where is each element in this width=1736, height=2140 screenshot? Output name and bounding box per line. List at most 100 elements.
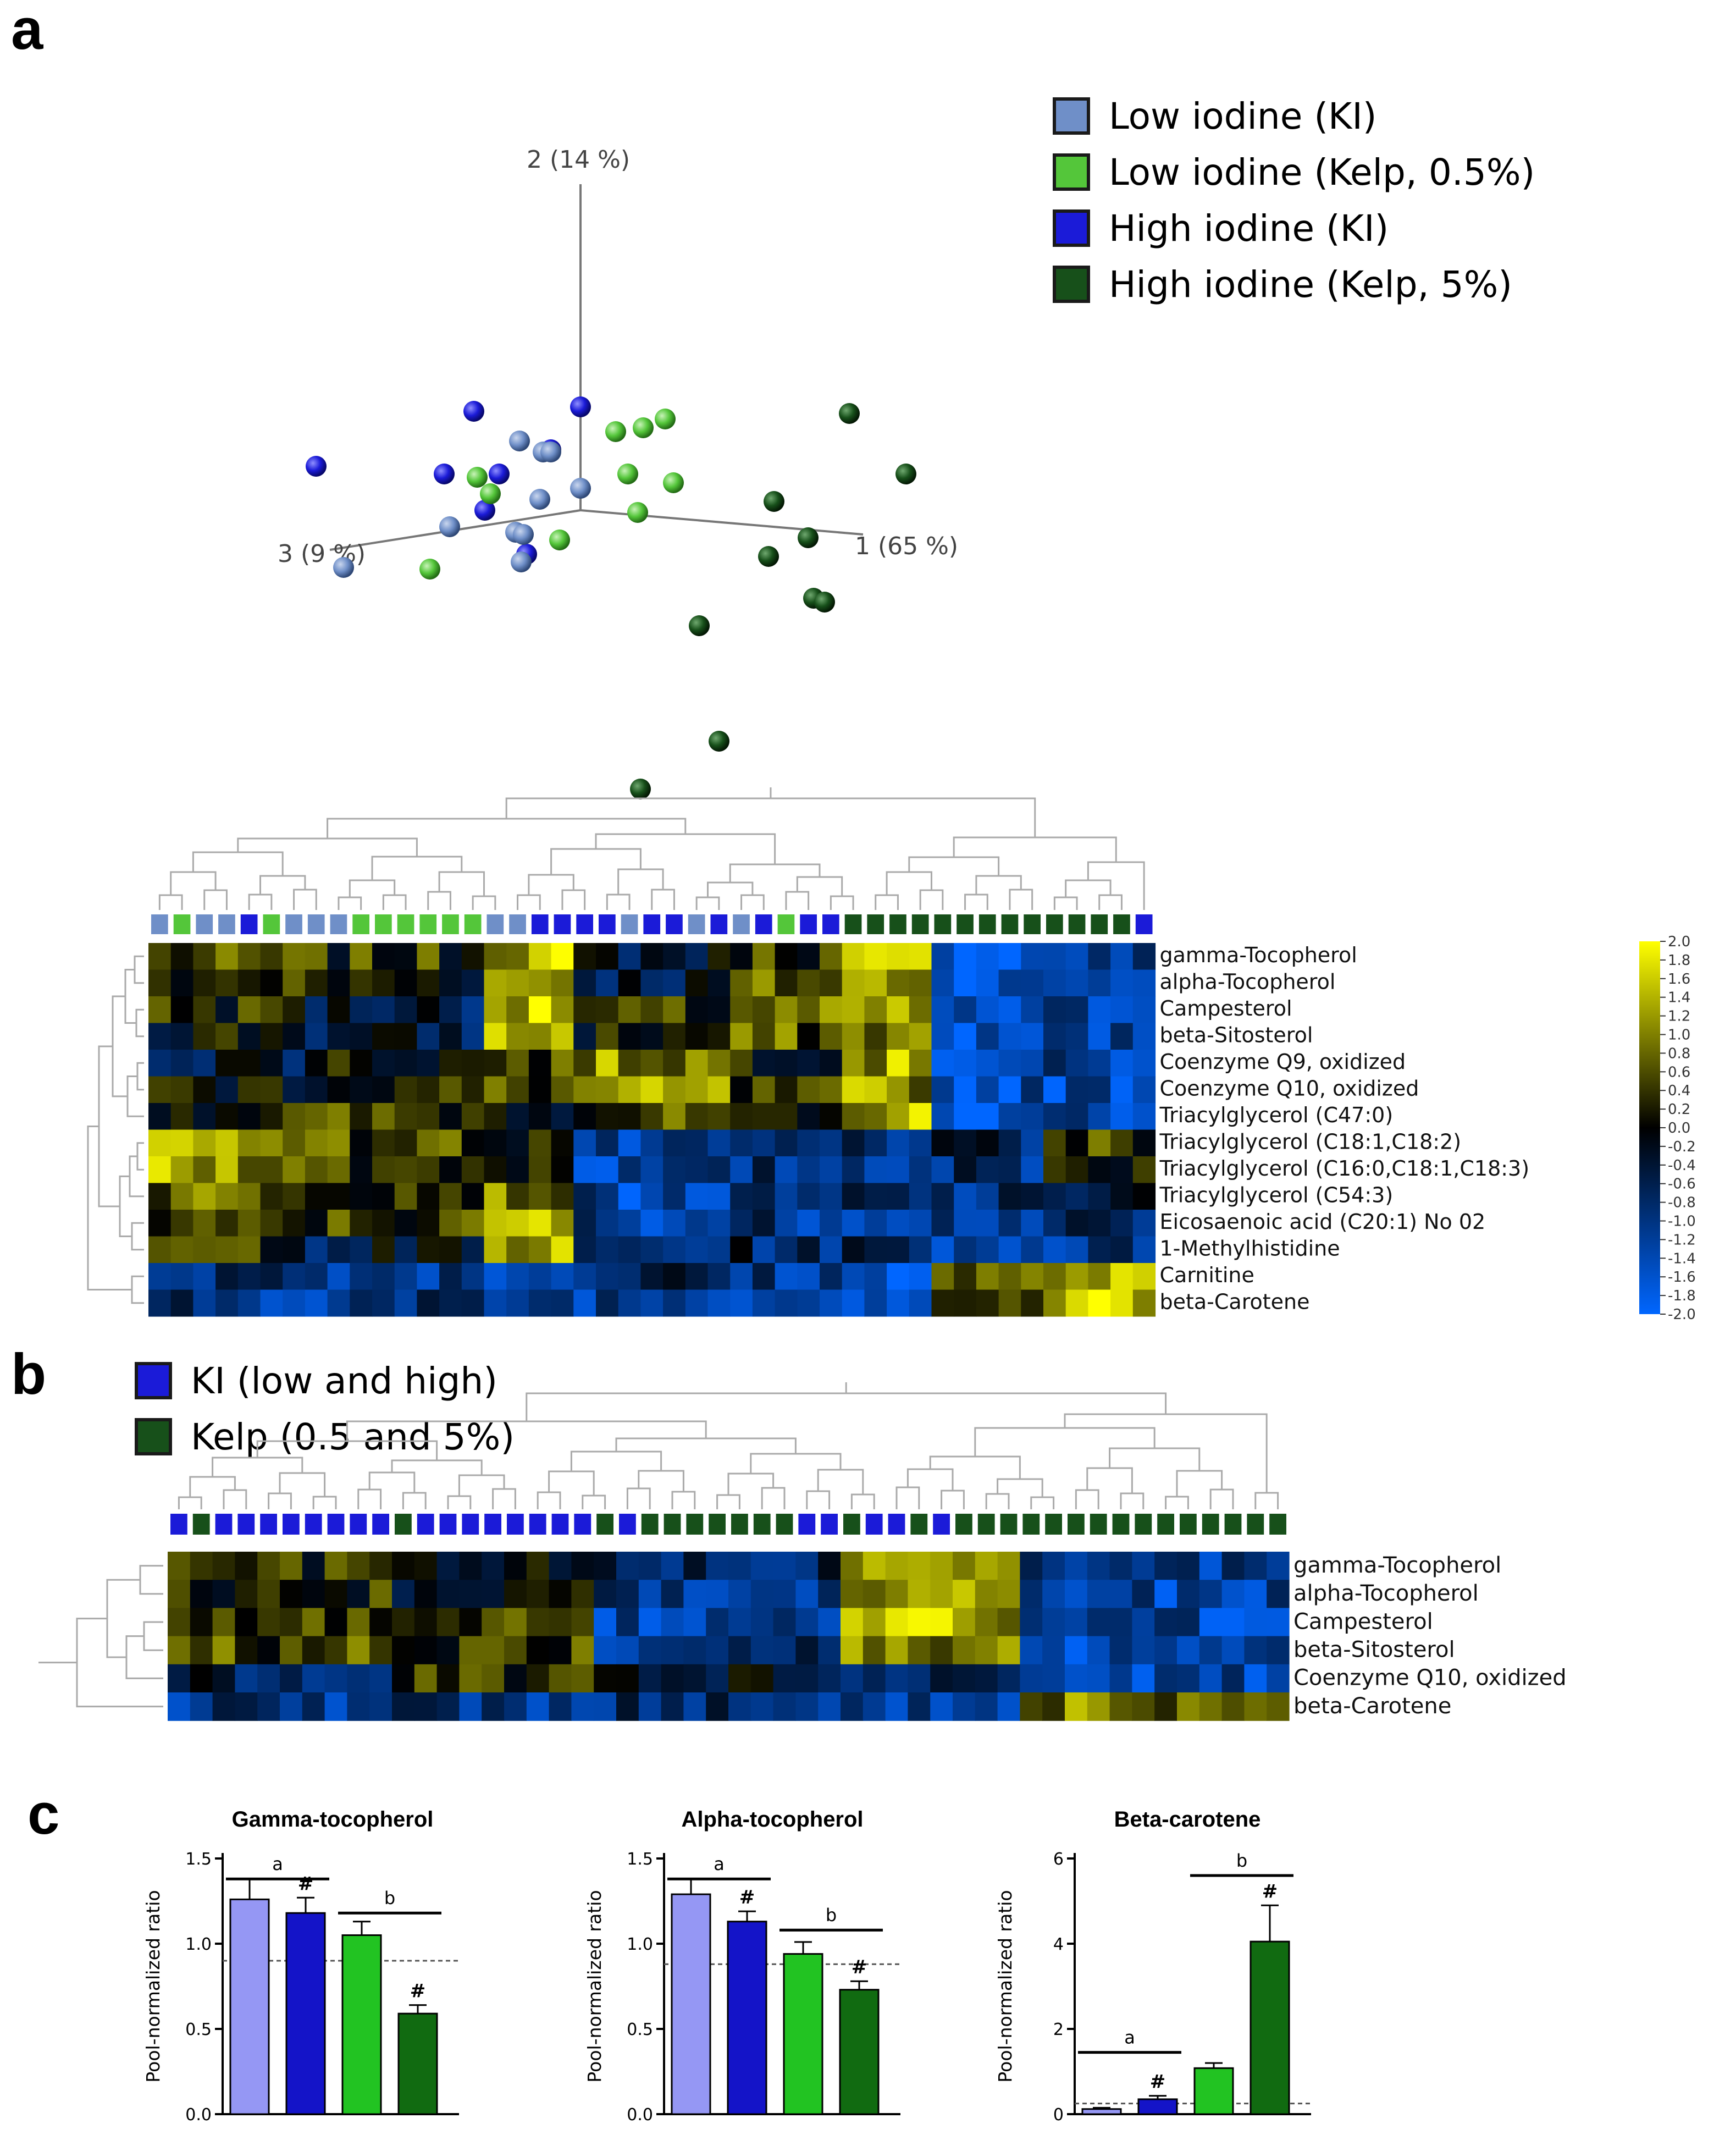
heatmap-cell <box>414 1580 438 1608</box>
heatmap-cell <box>797 969 820 997</box>
heatmap-cell <box>954 996 977 1024</box>
heatmap-cell <box>327 1263 350 1290</box>
dendrogram-branch <box>561 889 586 910</box>
heatmap-cell <box>439 1076 462 1104</box>
heatmap-cell <box>1110 996 1134 1024</box>
heatmap-b-group-strip <box>169 1513 1287 1536</box>
pca-point <box>439 516 460 537</box>
heatmap-cell <box>841 1664 864 1693</box>
heatmap-cell <box>930 1664 953 1693</box>
heatmap-cell <box>730 1076 753 1104</box>
heatmap-cell <box>526 1664 550 1693</box>
heatmap-cell <box>1021 1023 1044 1050</box>
heatmap-cell <box>283 1129 306 1157</box>
heatmap-cell <box>863 1552 886 1580</box>
heatmap-cell <box>728 1552 751 1580</box>
heatmap-cell <box>1199 1636 1223 1665</box>
group-marker <box>642 913 662 935</box>
significance-letter: a <box>714 1854 725 1874</box>
heatmap-cell <box>212 1580 235 1608</box>
pca-point <box>489 464 510 484</box>
heatmap-cell <box>369 1580 392 1608</box>
significance-letter: b <box>826 1905 837 1926</box>
heatmap-cell <box>640 1103 664 1130</box>
heatmap-cell <box>302 1636 325 1665</box>
heatmap-cell <box>1132 1263 1156 1290</box>
heatmap-cell <box>461 1023 485 1050</box>
heatmap-cell <box>260 1263 283 1290</box>
heatmap-cell <box>148 1236 172 1264</box>
dendrogram-branch <box>223 1489 247 1509</box>
heatmap-cell <box>484 1289 507 1317</box>
row-label: Campesterol <box>1160 996 1292 1021</box>
pca-point <box>333 557 354 578</box>
heatmap-cell <box>954 1076 977 1104</box>
heatmap-cell <box>549 1636 572 1665</box>
heatmap-cell <box>750 1636 774 1665</box>
dendrogram-branch <box>830 895 854 910</box>
heatmap-cell <box>1110 1103 1134 1130</box>
heatmap-cell <box>596 1129 619 1157</box>
heatmap-cell <box>1043 1050 1066 1077</box>
heatmap-cell <box>663 996 686 1024</box>
heatmap-cell <box>257 1636 280 1665</box>
heatmap-cell <box>1020 1552 1043 1580</box>
heatmap-cell <box>909 1076 932 1104</box>
heatmap-cell <box>170 1103 193 1130</box>
heatmap-cell <box>1267 1608 1290 1637</box>
row-label: Coenzyme Q9, oxidized <box>1160 1050 1406 1074</box>
heatmap-cell <box>685 1050 709 1077</box>
heatmap-cell <box>280 1664 303 1693</box>
row-label: Triacylglycerol (C54:3) <box>1159 1183 1394 1207</box>
heatmap-cell <box>571 1664 594 1693</box>
heatmap-cell <box>596 943 619 970</box>
heatmap-cell <box>461 1210 485 1237</box>
heatmap-cell <box>212 1608 235 1637</box>
y-tick-label: 4 <box>1053 1935 1064 1954</box>
heatmap-cell <box>594 1636 617 1665</box>
group-marker <box>909 1513 929 1536</box>
heatmap-cell <box>842 1263 865 1290</box>
heatmap-cell <box>1087 1552 1110 1580</box>
heatmap-cell <box>1110 1129 1134 1157</box>
heatmap-cell <box>1043 1236 1066 1264</box>
dendrogram-branch <box>212 1457 303 1477</box>
heatmap-cell <box>706 1664 729 1693</box>
heatmap-cell <box>1154 1552 1177 1580</box>
heatmap-cell <box>417 943 440 970</box>
heatmap-cell <box>775 1289 798 1317</box>
pca-axis-2-label: 2 (14 %) <box>527 146 630 174</box>
heatmap-cell <box>931 1183 954 1210</box>
heatmap-cell <box>257 1608 280 1637</box>
heatmap-cell <box>484 1129 507 1157</box>
pca-point <box>511 551 532 572</box>
heatmap-cell <box>775 1156 798 1184</box>
heatmap-cell <box>215 1236 239 1264</box>
heatmap-cell <box>976 1183 999 1210</box>
group-marker <box>595 1513 615 1536</box>
heatmap-cell <box>661 1636 684 1665</box>
heatmap-cell <box>148 1156 172 1184</box>
heatmap-cell <box>1132 1692 1155 1721</box>
row-label: gamma-Tocopherol <box>1160 943 1357 967</box>
colorbar-tick-label: 1.8 <box>1668 952 1690 969</box>
heatmap-cell <box>283 1023 306 1050</box>
heatmap-cell <box>863 1580 886 1608</box>
heatmap-cell <box>908 1636 931 1665</box>
group-marker <box>754 913 773 935</box>
heatmap-cell <box>663 1263 686 1290</box>
heatmap-cell <box>327 1103 350 1130</box>
heatmap-cell <box>685 1183 709 1210</box>
heatmap-cell <box>414 1664 438 1693</box>
heatmap-cell <box>1132 1103 1156 1130</box>
heatmap-cell <box>954 1050 977 1077</box>
heatmap-cell <box>461 996 485 1024</box>
dendrogram-branch <box>1075 1489 1099 1509</box>
heatmap-cell <box>795 1580 819 1608</box>
heatmap-cell <box>618 943 641 970</box>
heatmap-cell <box>1199 1664 1223 1693</box>
heatmap-cell <box>170 1289 193 1317</box>
heatmap-cell <box>618 1129 641 1157</box>
heatmap-cell <box>257 1552 280 1580</box>
heatmap-cell <box>909 1289 932 1317</box>
